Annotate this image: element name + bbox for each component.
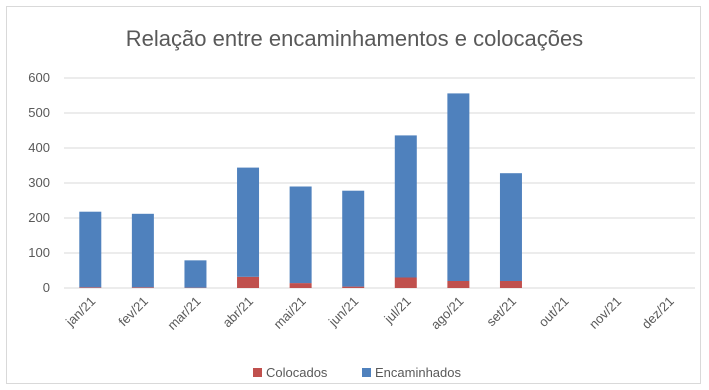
legend-label-encaminhados: Encaminhados [375, 365, 461, 380]
y-tick-label: 300 [28, 175, 50, 190]
y-tick-label: 500 [28, 105, 50, 120]
bar-encaminhados-mai-21 [289, 186, 312, 284]
bar-encaminhados-set-21 [499, 173, 522, 281]
bar-colocados-mai-21 [289, 283, 312, 288]
x-tick-label: dez/21 [639, 294, 677, 332]
bar-encaminhados-abr-21 [237, 167, 260, 277]
bar-encaminhados-jul-21 [394, 135, 417, 278]
bar-colocados-abr-21 [237, 276, 260, 288]
y-tick-label: 100 [28, 245, 50, 260]
x-tick-label: ago/21 [428, 294, 467, 333]
x-tick-label: jan/21 [62, 294, 98, 330]
chart-title: Relação entre encaminhamentos e colocaçõ… [125, 26, 584, 51]
y-tick-label: 400 [28, 140, 50, 155]
x-tick-label: jul/21 [381, 294, 414, 327]
bar-encaminhados-mar-21 [184, 260, 207, 288]
bar-encaminhados-jan-21 [79, 211, 102, 288]
x-tick-label: abr/21 [219, 294, 256, 331]
bar-layer [79, 93, 522, 288]
bar-colocados-ago-21 [447, 281, 470, 288]
bar-colocados-jun-21 [342, 286, 365, 288]
x-tick-label: mar/21 [164, 294, 203, 333]
x-tick-label: set/21 [483, 294, 519, 330]
bar-encaminhados-ago-21 [447, 93, 470, 282]
bar-colocados-jan-21 [79, 287, 102, 288]
legend-label-colocados: Colocados [266, 365, 328, 380]
legend-swatch-colocados [253, 368, 262, 377]
bar-colocados-set-21 [499, 281, 522, 288]
y-tick-label: 600 [28, 70, 50, 85]
x-tick-label: out/21 [535, 294, 571, 330]
legend-swatch-encaminhados [362, 368, 371, 377]
y-tick-label: 200 [28, 210, 50, 225]
legend: Colocados Encaminhados [253, 365, 461, 380]
x-tick-label: fev/21 [115, 294, 151, 330]
bar-encaminhados-fev-21 [131, 213, 154, 288]
bar-encaminhados-jun-21 [342, 190, 365, 287]
y-tick-label: 0 [43, 280, 50, 295]
x-tick-label: nov/21 [586, 294, 624, 332]
bar-colocados-jul-21 [394, 277, 417, 288]
bar-colocados-fev-21 [131, 287, 154, 288]
x-tick-label: jun/21 [325, 294, 361, 330]
x-tick-label: mai/21 [271, 294, 309, 332]
grid-layer [64, 77, 695, 289]
